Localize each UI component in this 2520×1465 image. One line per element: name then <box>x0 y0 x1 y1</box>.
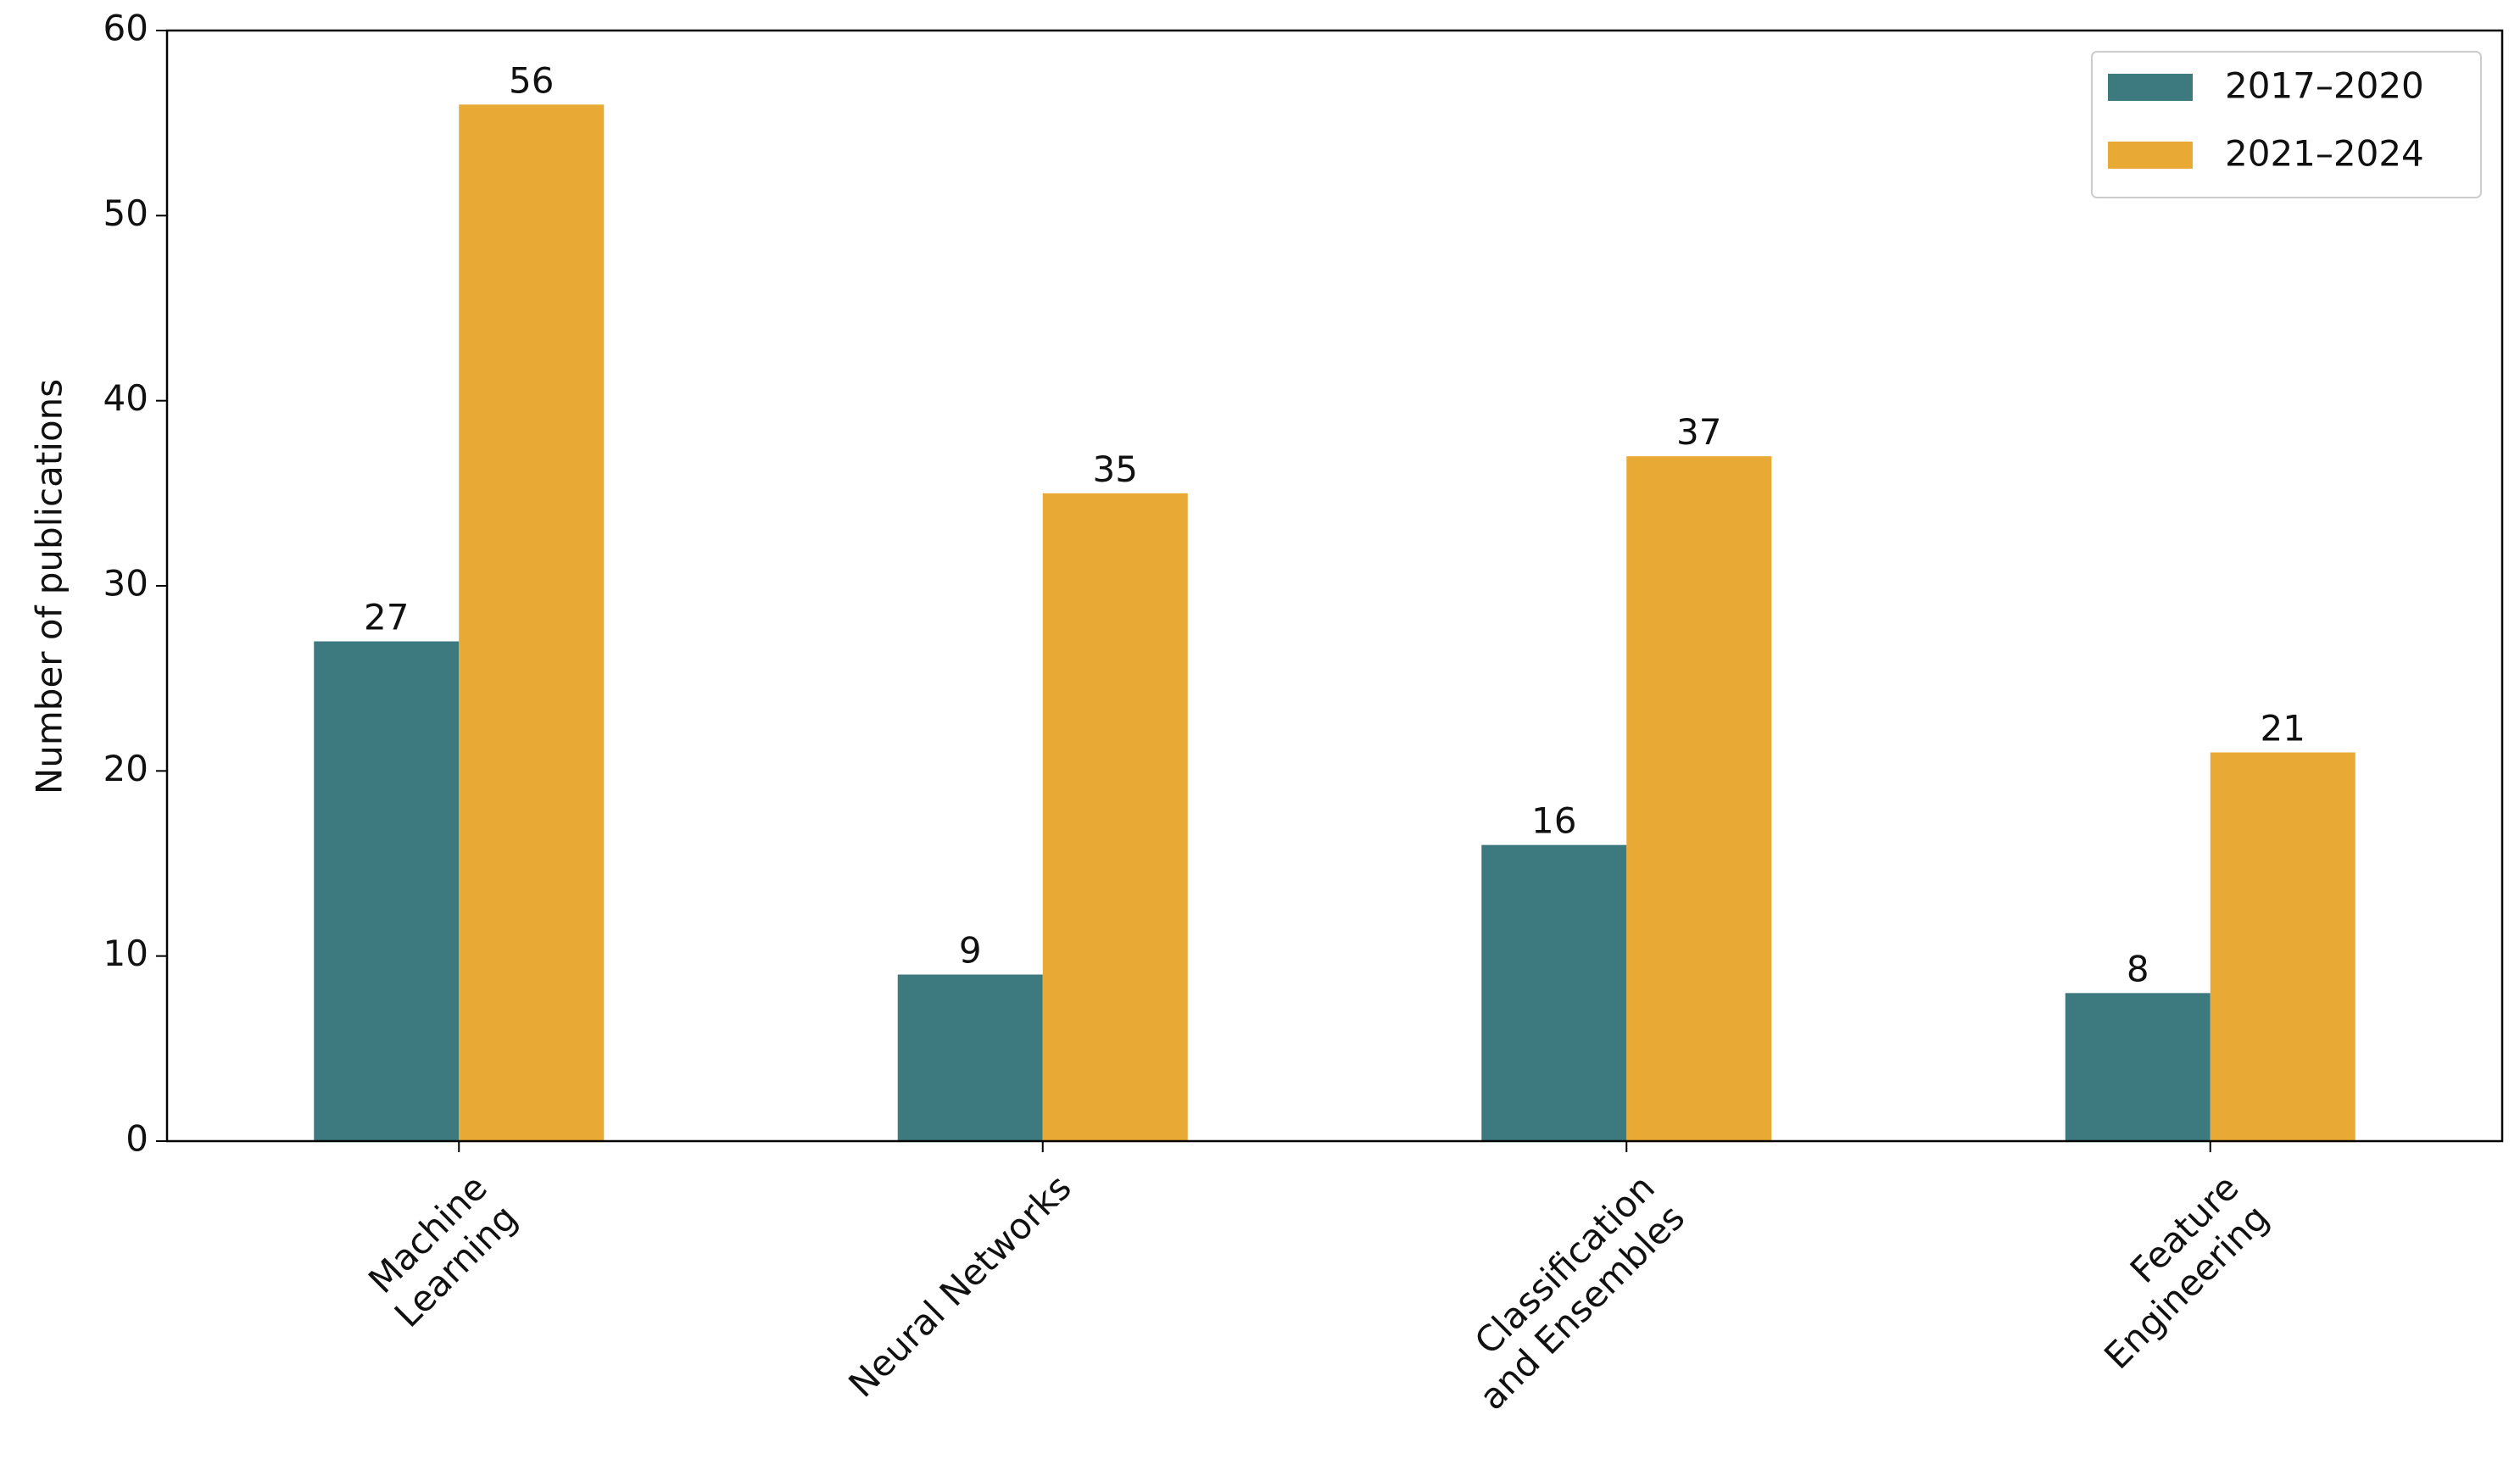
bar <box>1042 493 1188 1141</box>
value-label: 9 <box>959 930 982 972</box>
value-label: 16 <box>1531 800 1576 842</box>
bar <box>459 104 605 1141</box>
value-label: 35 <box>1093 448 1138 490</box>
value-label: 56 <box>509 59 554 101</box>
bar <box>897 974 1043 1141</box>
legend-swatch <box>2108 74 2193 101</box>
value-label: 21 <box>2261 708 2305 749</box>
legend-label: 2021–2024 <box>2225 133 2424 175</box>
legend-label: 2017–2020 <box>2225 65 2424 107</box>
legend: 2017–2020 2021–2024 <box>2091 51 2482 198</box>
y-tick-label: 30 <box>103 563 148 604</box>
y-tick-label: 50 <box>103 192 148 234</box>
y-axis-label: Number of publications <box>29 379 70 794</box>
plot-frame <box>165 29 2504 1143</box>
bar <box>2065 993 2211 1141</box>
value-label: 27 <box>364 597 409 638</box>
bar <box>2210 752 2356 1141</box>
y-tick-label: 0 <box>125 1118 148 1160</box>
y-tick-label: 40 <box>103 377 148 419</box>
value-label: 8 <box>2127 948 2149 989</box>
bar <box>1481 844 1627 1141</box>
y-tick-label: 10 <box>103 933 148 974</box>
y-tick-label: 60 <box>103 8 148 49</box>
legend-swatch <box>2108 142 2193 169</box>
y-tick-label: 20 <box>103 748 148 789</box>
bar <box>1626 456 1772 1141</box>
value-label: 37 <box>1676 411 1721 453</box>
bar <box>314 641 460 1141</box>
